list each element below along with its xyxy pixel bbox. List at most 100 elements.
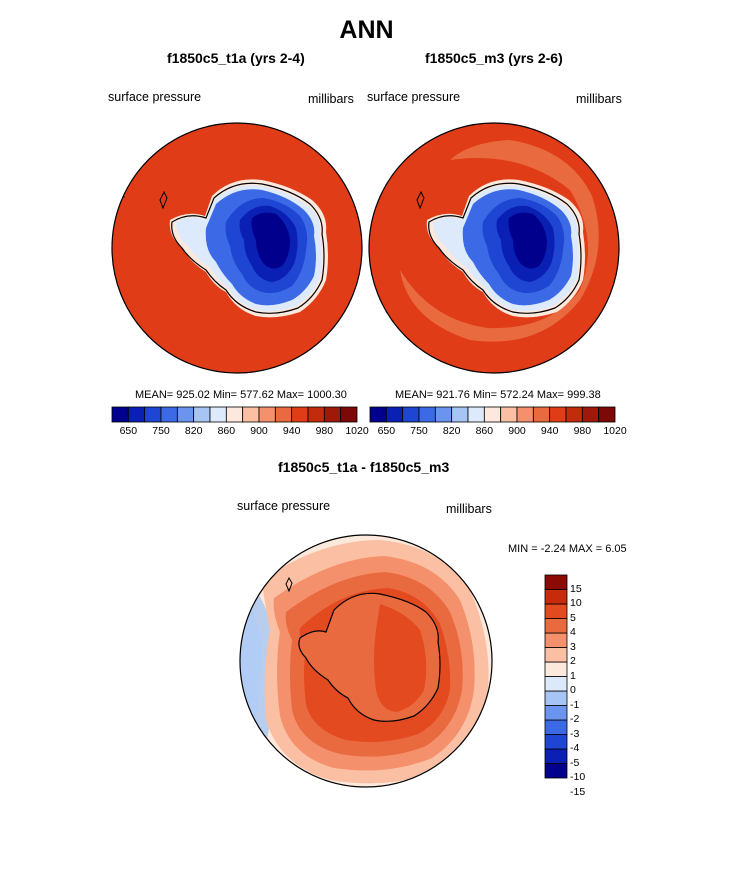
panel-1-map-border bbox=[111, 122, 363, 374]
colorbar-swatch bbox=[544, 763, 568, 779]
colorbar-swatch bbox=[193, 406, 211, 423]
colorbar-swatch bbox=[544, 618, 568, 634]
colorbar-swatch bbox=[242, 406, 260, 423]
panel-1-title: f1850c5_t1a (yrs 2-4) bbox=[167, 50, 305, 66]
colorbar-swatch bbox=[516, 406, 534, 423]
colorbar-swatch bbox=[544, 574, 568, 590]
diff-panel-map-border bbox=[239, 534, 493, 788]
colorbar-swatch bbox=[291, 406, 309, 423]
colorbar-tick-label: 940 bbox=[282, 425, 301, 437]
panel-1-variable-label: surface pressure bbox=[108, 90, 202, 104]
colorbar-swatch bbox=[500, 406, 518, 423]
panel-1-colorbar bbox=[111, 406, 358, 423]
panel-2-map-border bbox=[368, 122, 620, 374]
colorbar-tick-label: 3 bbox=[570, 640, 576, 653]
colorbar-swatch bbox=[160, 406, 178, 423]
colorbar-tick-label: 860 bbox=[475, 425, 494, 437]
colorbar-tick-label: 940 bbox=[540, 425, 559, 437]
panel-1-stats: MEAN= 925.02 Min= 577.62 Max= 1000.30 bbox=[135, 389, 347, 401]
colorbar-tick-label: 10 bbox=[570, 597, 582, 609]
colorbar-swatch bbox=[544, 705, 568, 721]
colorbar-swatch bbox=[323, 406, 342, 423]
colorbar-swatch bbox=[544, 632, 568, 648]
diff-panel-title: f1850c5_t1a - f1850c5_m3 bbox=[278, 459, 450, 475]
colorbar-tick-label: 0 bbox=[570, 684, 576, 696]
colorbar-tick-label: 900 bbox=[508, 425, 526, 437]
colorbar-tick-label: 15 bbox=[570, 582, 582, 595]
panel-1-map bbox=[111, 122, 363, 374]
diff-panel-contours bbox=[240, 540, 489, 784]
colorbar-swatch bbox=[544, 690, 568, 706]
diff-panel-colorbar bbox=[544, 574, 568, 779]
colorbar-tick-label: -10 bbox=[570, 771, 586, 783]
colorbar-tick-label: 820 bbox=[184, 425, 203, 437]
colorbar-swatch bbox=[549, 406, 567, 423]
colorbar-tick-label: -3 bbox=[570, 727, 580, 740]
colorbar-tick-label: -1 bbox=[570, 698, 580, 711]
colorbar-tick-label: 860 bbox=[217, 425, 236, 437]
colorbar-swatch bbox=[225, 406, 244, 423]
colorbar-swatch bbox=[385, 406, 404, 423]
figure-title: ANN bbox=[339, 16, 394, 44]
colorbar-swatch bbox=[544, 719, 568, 735]
panel-2-colorbar bbox=[369, 406, 616, 423]
diff-panel-minmax: MIN = -2.24 MAX = 6.05 bbox=[508, 543, 627, 555]
colorbar-tick-label: -4 bbox=[570, 742, 580, 754]
panel-2-variable-label: surface pressure bbox=[367, 90, 461, 104]
colorbar-swatch bbox=[544, 676, 568, 692]
colorbar-tick-label: -2 bbox=[570, 713, 580, 725]
colorbar-swatch bbox=[127, 406, 146, 423]
diff-panel-units-label: millibars bbox=[446, 502, 492, 516]
colorbar-swatch bbox=[565, 406, 583, 423]
colorbar-tick-label: 1020 bbox=[345, 425, 369, 437]
colorbar-swatch bbox=[544, 647, 568, 663]
colorbar-swatch bbox=[369, 406, 387, 423]
colorbar-tick-label: 1 bbox=[570, 669, 576, 682]
colorbar-swatch bbox=[434, 406, 453, 423]
colorbar-swatch bbox=[307, 406, 325, 423]
diff-panel-variable-label: surface pressure bbox=[237, 499, 331, 513]
colorbar-tick-label: 2 bbox=[570, 655, 576, 667]
panel-1-units-label: millibars bbox=[308, 92, 354, 106]
colorbar-swatch bbox=[483, 406, 502, 423]
colorbar-tick-label: 750 bbox=[152, 425, 170, 437]
panel-2-units-label: millibars bbox=[576, 92, 622, 106]
panel-1-antarctica-contours bbox=[116, 179, 328, 318]
colorbar-tick-label: 980 bbox=[573, 425, 592, 437]
panel-2-title: f1850c5_m3 (yrs 2-6) bbox=[425, 50, 563, 66]
colorbar-tick-label: 4 bbox=[570, 626, 576, 638]
panel-2-stats: MEAN= 921.76 Min= 572.24 Max= 999.38 bbox=[395, 389, 601, 401]
colorbar-swatch bbox=[598, 406, 616, 423]
colorbar-swatch bbox=[532, 406, 551, 423]
colorbar-tick-label: 820 bbox=[442, 425, 461, 437]
colorbar-swatch bbox=[544, 734, 568, 750]
colorbar-swatch bbox=[418, 406, 436, 423]
colorbar-swatch bbox=[209, 406, 227, 423]
colorbar-swatch bbox=[274, 406, 293, 423]
colorbar-tick-label: -5 bbox=[570, 756, 580, 769]
colorbar-swatch bbox=[544, 661, 568, 677]
panel-2-antarctica-contours bbox=[416, 179, 585, 318]
colorbar-swatch bbox=[340, 406, 358, 423]
colorbar-swatch bbox=[144, 406, 162, 423]
colorbar-tick-label: 1020 bbox=[603, 425, 627, 437]
colorbar-tick-label: 650 bbox=[377, 425, 396, 437]
colorbar-tick-label: 900 bbox=[250, 425, 268, 437]
colorbar-swatch bbox=[258, 406, 276, 423]
colorbar-tick-label: 750 bbox=[410, 425, 428, 437]
colorbar-tick-label: -15 bbox=[570, 785, 586, 798]
colorbar-swatch bbox=[467, 406, 485, 423]
colorbar-swatch bbox=[544, 748, 568, 764]
colorbar-swatch bbox=[451, 406, 469, 423]
diff-panel-map bbox=[239, 534, 493, 788]
colorbar-swatch bbox=[544, 603, 568, 619]
colorbar-swatch bbox=[111, 406, 129, 423]
colorbar-tick-label: 980 bbox=[315, 425, 334, 437]
colorbar-swatch bbox=[176, 406, 195, 423]
colorbar-swatch bbox=[544, 589, 568, 605]
panel-2-map bbox=[368, 122, 620, 374]
colorbar-tick-label: 650 bbox=[119, 425, 138, 437]
colorbar-swatch bbox=[402, 406, 420, 423]
colorbar-swatch bbox=[581, 406, 600, 423]
